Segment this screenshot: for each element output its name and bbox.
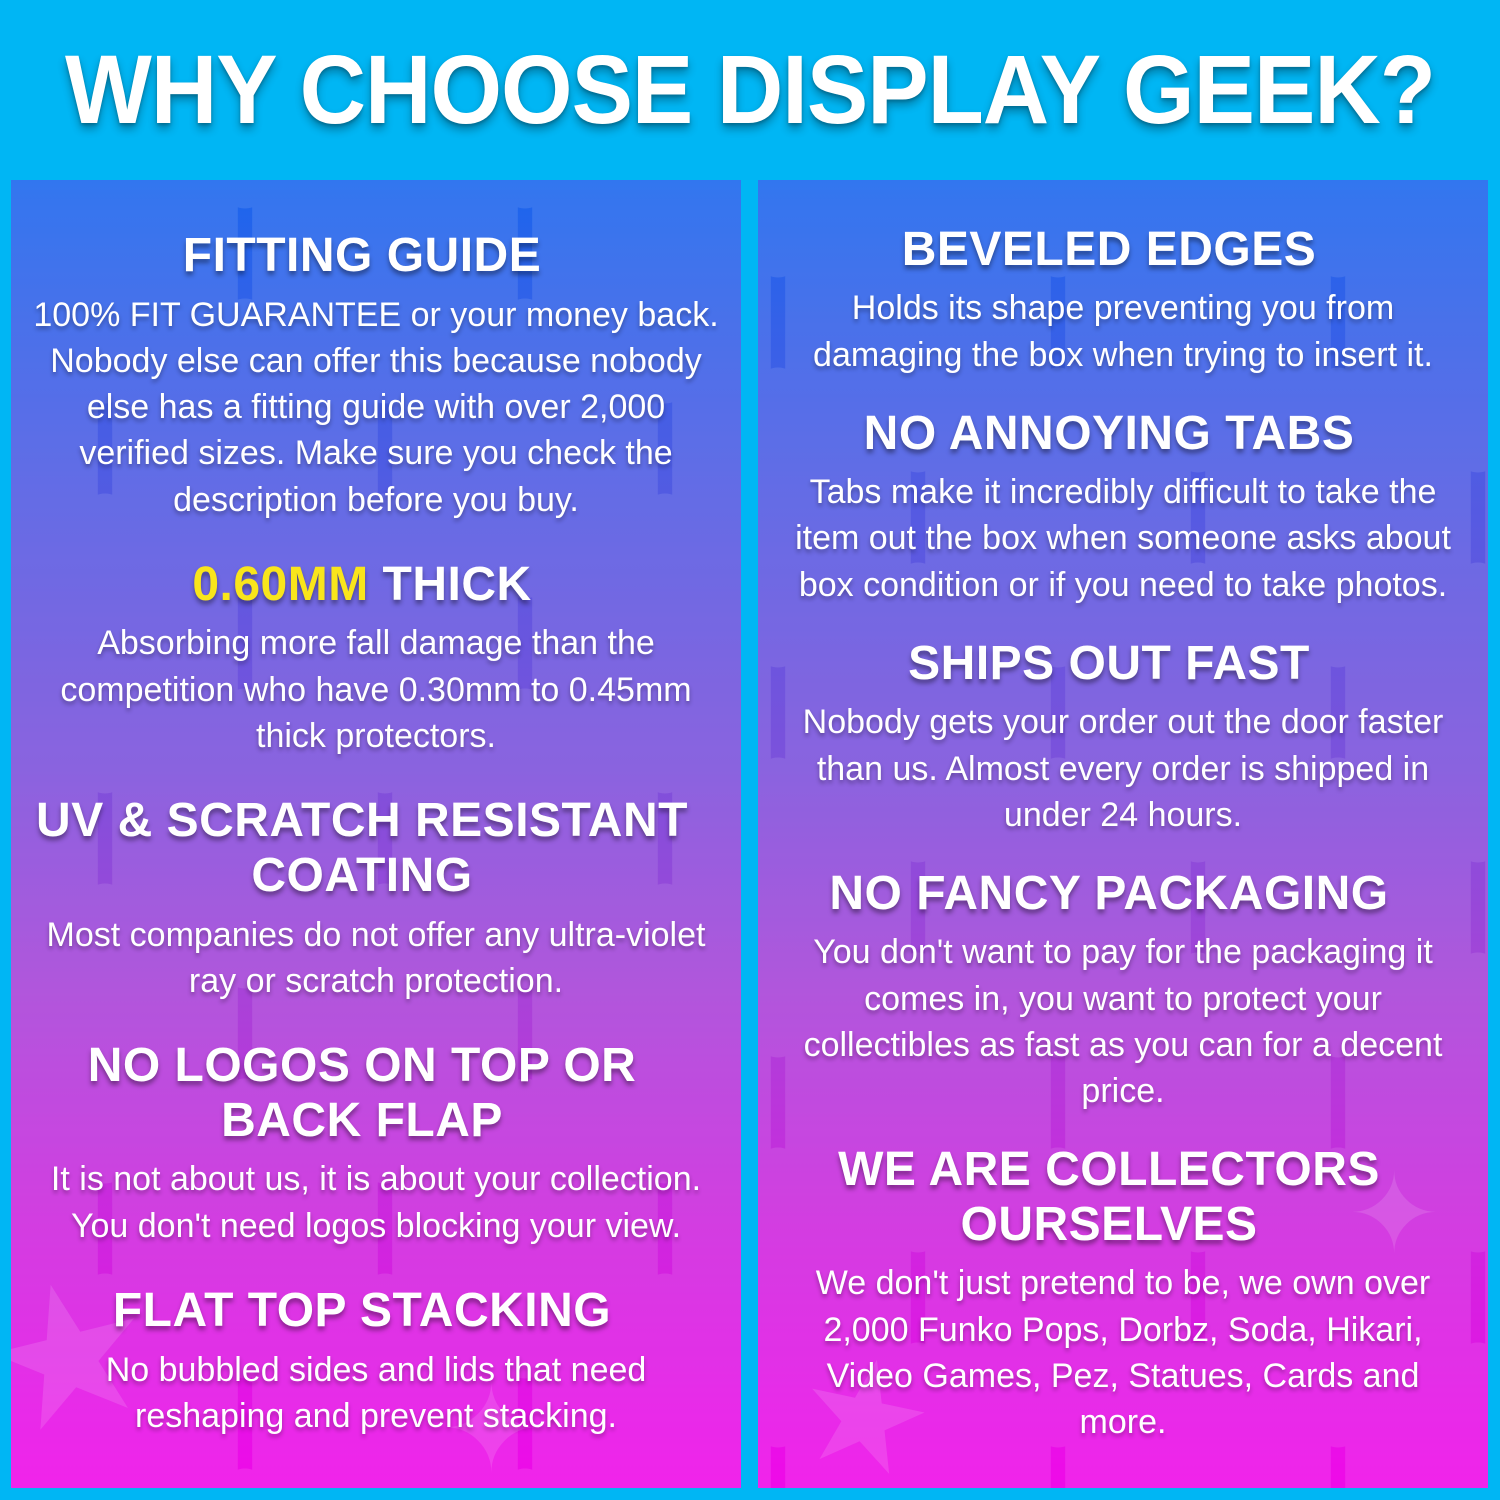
feature-heading: BEVELED EDGES [901, 222, 1317, 276]
feature-body: No bubbled sides and lids that need resh… [105, 1350, 647, 1435]
feature-body: Most companies do not offer any ultra-vi… [46, 915, 706, 1000]
left-panel: ★ ✦ FITTING GUIDE 100% FIT GUARANTEE or … [11, 180, 741, 1488]
feature-body: We don't just pretend to be, we own over… [815, 1264, 1431, 1442]
feature-section-fitting-guide: FITTING GUIDE 100% FIT GUARANTEE or your… [32, 229, 720, 523]
feature-heading: UV & SCRATCH RESISTANT COATING [36, 794, 688, 902]
feature-heading: NO LOGOS ON TOP OR BACK FLAP [87, 1038, 637, 1147]
feature-body: It is not about us, it is about your col… [50, 1160, 702, 1245]
feature-body: Tabs make it incredibly difficult to tak… [795, 473, 1451, 604]
feature-body: You don't want to pay for the packaging … [803, 933, 1443, 1111]
left-panel-content: FITTING GUIDE 100% FIT GUARANTEE or your… [11, 180, 741, 1488]
right-panel: ★ ✦ BEVELED EDGES Holds its shape preven… [758, 180, 1488, 1488]
hexagon-pattern [11, 180, 741, 1488]
feature-heading: 0.60MM THICK [32, 558, 692, 613]
right-panel-content: BEVELED EDGES Holds its shape preventing… [758, 180, 1488, 1488]
feature-heading: SHIPS OUT FAST [908, 636, 1310, 690]
title-bar: WHY CHOOSE DISPLAY GEEK? [0, 0, 1500, 180]
hexagon-pattern [758, 180, 1488, 1488]
feature-heading: FITTING GUIDE [182, 228, 542, 282]
feature-section-flat-top: FLAT TOP STACKING No bubbled sides and l… [32, 1284, 720, 1439]
feature-body: Nobody gets your order out the door fast… [802, 703, 1444, 834]
feature-heading: NO ANNOYING TABS [863, 406, 1355, 460]
thickness-rest: THICK [368, 557, 532, 611]
feature-body: Absorbing more fall damage than the comp… [60, 624, 692, 755]
thickness-highlight: 0.60MM [192, 557, 369, 611]
feature-section-collectors: WE ARE COLLECTORS OURSELVES We don't jus… [779, 1143, 1467, 1445]
page-title: WHY CHOOSE DISPLAY GEEK? [65, 35, 1436, 144]
feature-heading: WE ARE COLLECTORS OURSELVES [838, 1142, 1380, 1251]
feature-heading: NO FANCY PACKAGING [829, 866, 1389, 920]
feature-section-ships-fast: SHIPS OUT FAST Nobody gets your order ou… [779, 637, 1467, 838]
feature-body: 100% FIT GUARANTEE or your money back. N… [33, 295, 719, 519]
feature-section-beveled-edges: BEVELED EDGES Holds its shape preventing… [779, 223, 1467, 378]
feature-section-no-logos: NO LOGOS ON TOP OR BACK FLAP It is not a… [32, 1039, 720, 1249]
feature-section-thickness: 0.60MM THICK Absorbing more fall damage … [32, 558, 720, 759]
feature-section-no-packaging: NO FANCY PACKAGING You don't want to pay… [779, 867, 1467, 1115]
feature-body: Holds its shape preventing you from dama… [813, 289, 1433, 374]
feature-section-uv-coating: UV & SCRATCH RESISTANT COATING Most comp… [32, 794, 720, 1004]
feature-section-no-tabs: NO ANNOYING TABS Tabs make it incredibly… [779, 407, 1467, 608]
feature-heading: FLAT TOP STACKING [112, 1283, 612, 1337]
